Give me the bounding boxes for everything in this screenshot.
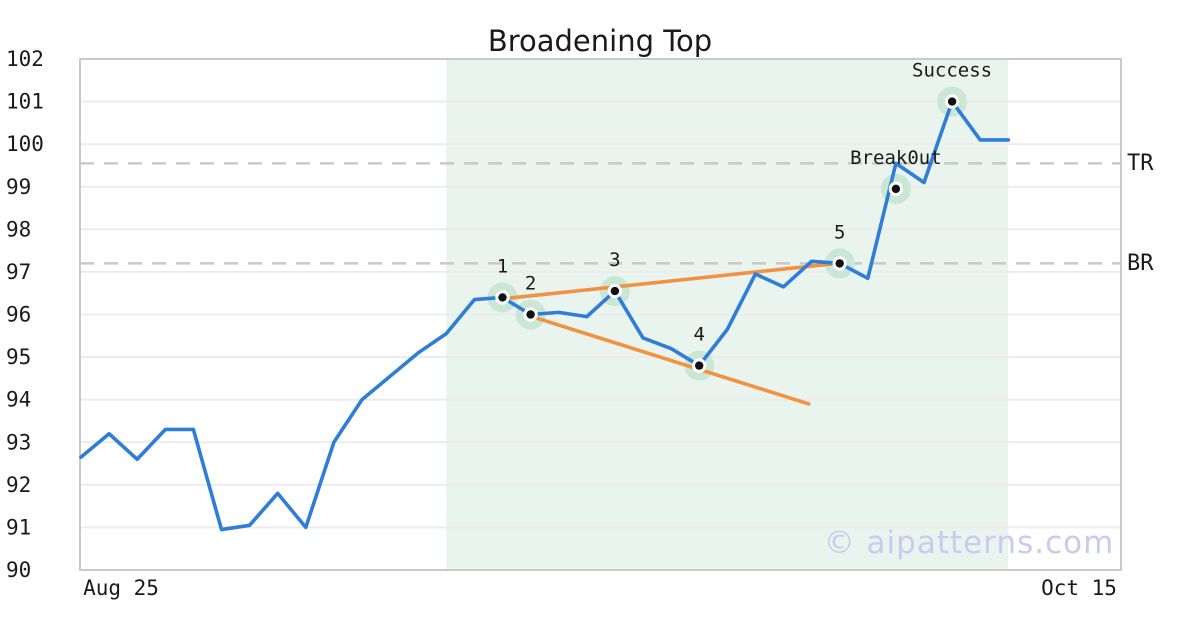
y-tick-label: 92 [6,473,31,497]
y-tick-label: 100 [6,132,44,156]
y-tick-label: 93 [6,430,31,454]
point-dot [498,293,507,302]
trendline [528,314,811,406]
y-tick-label: 95 [6,345,31,369]
x-tick-label: Oct 15 [1041,576,1117,600]
price-series-line [79,99,1011,532]
point-label: Break0ut [850,147,942,169]
y-tick-label: 94 [6,388,31,412]
point-label: 2 [525,273,536,295]
point-dot [695,361,704,370]
trendline [500,260,848,301]
y-tick-label: 91 [6,515,31,539]
point-dot [610,286,620,296]
point-label: Success [912,60,992,82]
point-label: 3 [609,249,620,271]
level-label: BR [1127,251,1154,276]
y-tick-label: 98 [6,217,31,241]
y-tick-label: 90 [6,558,31,582]
point-dot [526,310,535,319]
chart-title: Broadening Top [487,24,713,58]
level-label: TR [1127,151,1154,176]
point-label: 1 [497,255,508,277]
point-dot [891,184,901,194]
x-tick-label: Aug 25 [83,576,159,600]
point-dot [947,97,957,106]
point-dot [835,259,844,268]
point-label: 4 [693,324,704,346]
y-tick-label: 101 [6,90,44,114]
y-tick-label: 99 [6,175,31,199]
y-tick-label: 97 [6,260,31,284]
plot-border [79,58,1122,571]
y-tick-label: 102 [6,47,44,71]
y-tick-label: 96 [6,303,31,327]
point-label: 5 [834,221,845,243]
